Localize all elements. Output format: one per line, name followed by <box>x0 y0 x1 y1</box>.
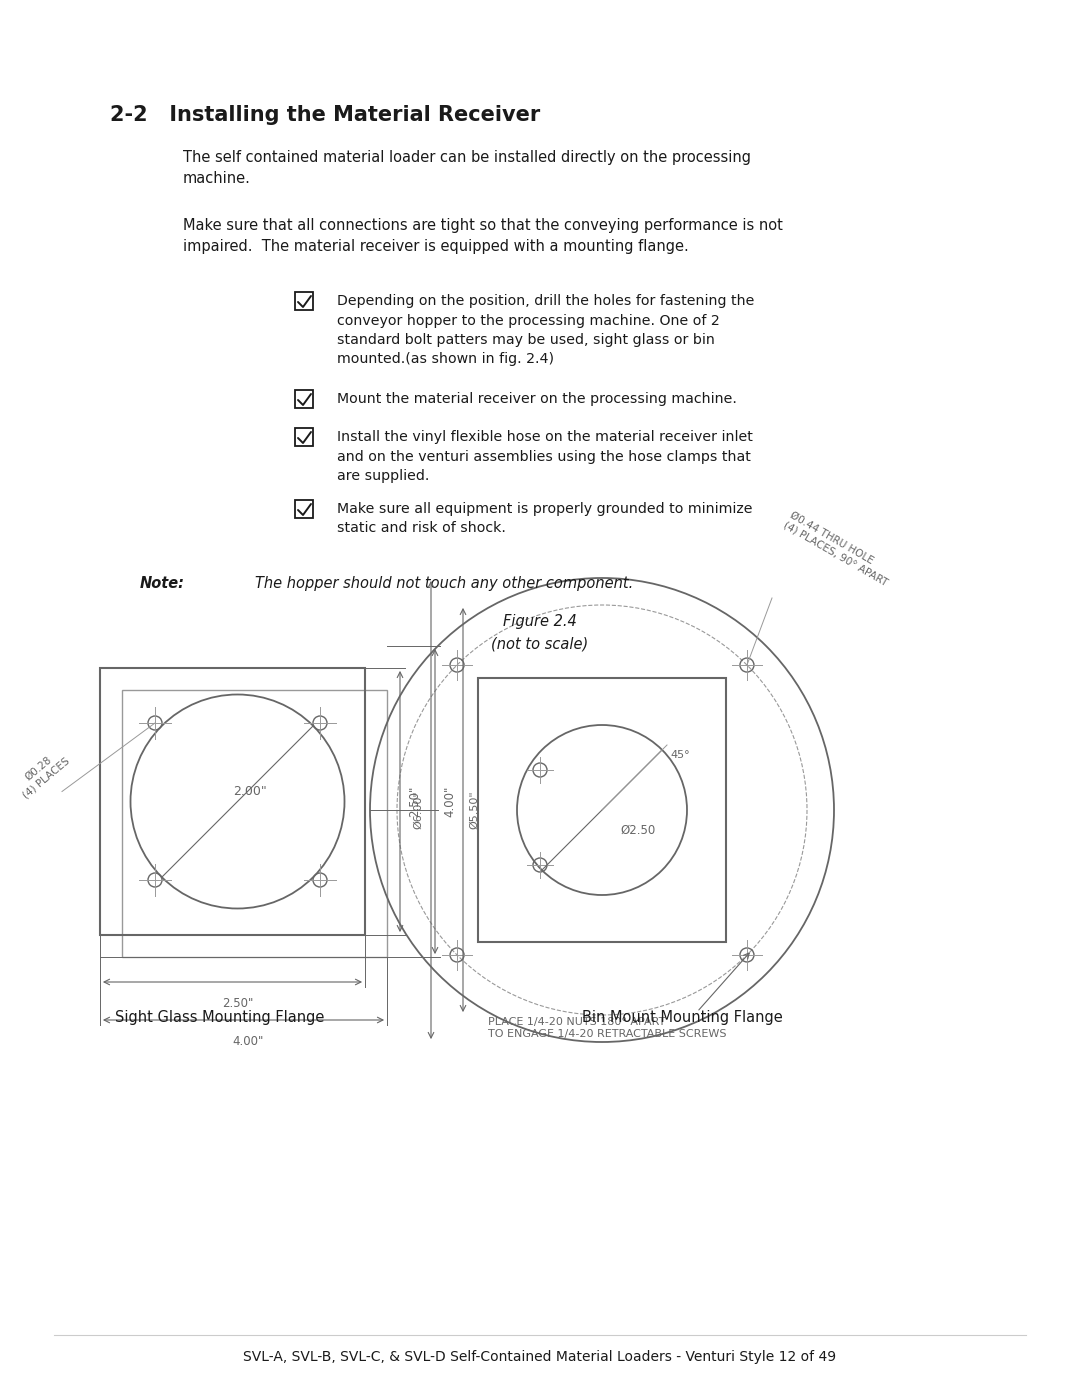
Text: 2-2   Installing the Material Receiver: 2-2 Installing the Material Receiver <box>110 105 540 124</box>
Text: 2.00": 2.00" <box>232 785 267 798</box>
Text: The hopper should not touch any other component.: The hopper should not touch any other co… <box>255 576 633 591</box>
Text: Sight Glass Mounting Flange: Sight Glass Mounting Flange <box>116 1010 325 1025</box>
Text: Note:: Note: <box>140 576 185 591</box>
Text: Make sure that all connections are tight so that the conveying performance is no: Make sure that all connections are tight… <box>183 218 783 254</box>
Text: SVL-A, SVL-B, SVL-C, & SVL-D Self-Contained Material Loaders - Venturi Style 12 : SVL-A, SVL-B, SVL-C, & SVL-D Self-Contai… <box>243 1350 837 1363</box>
Text: Install the vinyl flexible hose on the material receiver inlet
and on the ventur: Install the vinyl flexible hose on the m… <box>337 430 753 483</box>
Text: 45°: 45° <box>670 750 690 760</box>
Bar <box>295 500 313 518</box>
Bar <box>100 668 365 935</box>
Bar <box>295 427 313 446</box>
Text: Ø5.50": Ø5.50" <box>469 791 480 830</box>
Text: Figure 2.4
(not to scale): Figure 2.4 (not to scale) <box>491 615 589 651</box>
Text: Ø0.28
(4) PLACES: Ø0.28 (4) PLACES <box>13 746 71 800</box>
Text: Ø2.50: Ø2.50 <box>620 823 656 837</box>
Text: 2.50": 2.50" <box>221 997 253 1010</box>
Bar <box>478 678 726 942</box>
Bar <box>295 292 313 310</box>
Text: Mount the material receiver on the processing machine.: Mount the material receiver on the proce… <box>337 393 737 407</box>
Text: 4.00": 4.00" <box>233 1035 265 1048</box>
Text: 2.50": 2.50" <box>408 785 421 817</box>
Text: Make sure all equipment is properly grounded to minimize
static and risk of shoc: Make sure all equipment is properly grou… <box>337 502 753 535</box>
Text: Ø0.44 THRU HOLE
(4) PLACES, 90° APART: Ø0.44 THRU HOLE (4) PLACES, 90° APART <box>782 510 895 588</box>
Text: 4.00": 4.00" <box>443 785 456 817</box>
Text: PLACE 1/4-20 NUTS 180° APART
TO ENGAGE 1/4-20 RETRACTABLE SCREWS: PLACE 1/4-20 NUTS 180° APART TO ENGAGE 1… <box>488 1017 727 1038</box>
Text: Depending on the position, drill the holes for fastening the
conveyor hopper to : Depending on the position, drill the hol… <box>337 293 754 366</box>
Bar <box>122 690 387 957</box>
Bar <box>295 390 313 408</box>
Text: Ø6.00": Ø6.00" <box>413 791 423 830</box>
Text: The self contained material loader can be installed directly on the processing
m: The self contained material loader can b… <box>183 149 751 186</box>
Text: Bin Mount Mounting Flange: Bin Mount Mounting Flange <box>582 1010 782 1025</box>
